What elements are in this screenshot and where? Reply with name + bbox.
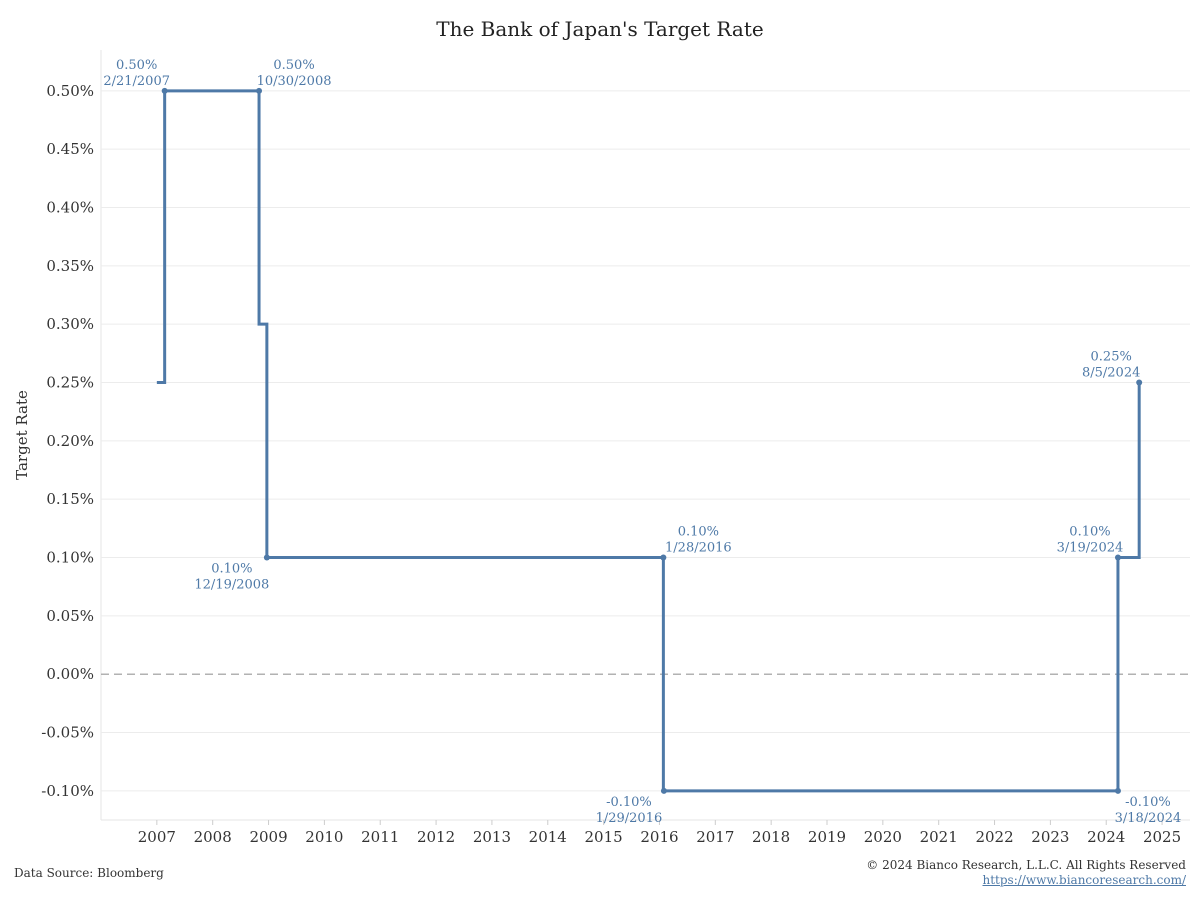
y-tick-label: 0.05% <box>46 607 94 625</box>
x-tick-label: 2009 <box>249 828 287 846</box>
annotation-value: -0.10% <box>1125 795 1171 810</box>
x-tick-label: 2022 <box>975 828 1013 846</box>
y-tick-label: 0.45% <box>46 140 94 158</box>
x-tick-label: 2007 <box>138 828 176 846</box>
y-tick-label: 0.40% <box>46 199 94 217</box>
x-tick-label: 2025 <box>1143 828 1181 846</box>
y-tick-label: 0.15% <box>46 490 94 508</box>
annotation-value: 0.10% <box>678 525 719 540</box>
annotation-marker <box>1114 787 1121 794</box>
annotation-layer: 0.50%2/21/20070.50%10/30/20080.10%12/19/… <box>103 58 1181 826</box>
x-tick-label: 2010 <box>305 828 343 846</box>
y-tick-label: 0.10% <box>46 549 94 567</box>
data-source-note: Data Source: Bloomberg <box>14 866 164 880</box>
annotation-date: 3/18/2024 <box>1115 811 1182 826</box>
y-tick-label: 0.50% <box>46 82 94 100</box>
x-tick-label: 2015 <box>585 828 623 846</box>
annotation-date: 3/19/2024 <box>1057 541 1124 556</box>
chart-title: The Bank of Japan's Target Rate <box>436 17 764 41</box>
annotation-date: 12/19/2008 <box>194 578 269 593</box>
copyright-note: © 2024 Bianco Research, L.L.C. All Right… <box>866 858 1186 872</box>
x-tick-label: 2011 <box>361 828 399 846</box>
annotation-value: 0.25% <box>1091 350 1132 365</box>
y-tick-label: 0.25% <box>46 374 94 392</box>
x-tick-label: 2012 <box>417 828 455 846</box>
annotation-value: 0.10% <box>211 562 252 577</box>
annotation-marker <box>660 554 667 561</box>
annotation-value: -0.10% <box>606 795 652 810</box>
annotation-marker <box>1136 379 1143 386</box>
y-axis-label: Target Rate <box>13 390 31 480</box>
grid-layer <box>100 50 1190 821</box>
y-tick-label: 0.20% <box>46 432 94 450</box>
x-tick-label: 2021 <box>920 828 958 846</box>
annotation-value: 0.50% <box>116 58 157 73</box>
x-tick-label: 2024 <box>1087 828 1125 846</box>
y-tick-label: 0.35% <box>46 257 94 275</box>
website-link[interactable]: https://www.biancoresearch.com/ <box>982 873 1186 887</box>
x-tick-label: 2018 <box>752 828 790 846</box>
x-tick-label: 2013 <box>473 828 511 846</box>
annotation-date: 1/29/2016 <box>596 811 663 826</box>
x-tick-label: 2020 <box>864 828 902 846</box>
y-tick-label: 0.00% <box>46 665 94 683</box>
annotation-value: 0.10% <box>1069 525 1110 540</box>
annotation-date: 1/28/2016 <box>665 541 732 556</box>
x-tick-label: 2023 <box>1031 828 1069 846</box>
x-tick-label: 2016 <box>640 828 678 846</box>
annotation-marker <box>1114 554 1121 561</box>
annotation-marker <box>161 87 168 94</box>
annotation-marker <box>660 787 667 794</box>
x-tick-label: 2017 <box>696 828 734 846</box>
x-tick-label: 2014 <box>529 828 567 846</box>
y-tick-label: -0.10% <box>41 782 94 800</box>
annotation-marker <box>256 87 263 94</box>
annotation-date: 10/30/2008 <box>257 74 332 89</box>
annotation-value: 0.50% <box>273 58 314 73</box>
y-tick-label: -0.05% <box>41 724 94 742</box>
x-tick-label: 2019 <box>808 828 846 846</box>
x-tick-label: 2008 <box>194 828 232 846</box>
axis-layer: 0.50% 0.45% 0.40% 0.35% 0.30% 0.25% 0.20% 0.15%… <box>41 82 1181 846</box>
annotation-marker <box>263 554 270 561</box>
annotation-date: 8/5/2024 <box>1082 366 1140 381</box>
y-tick-label: 0.30% <box>46 315 94 333</box>
annotation-date: 2/21/2007 <box>103 74 170 89</box>
